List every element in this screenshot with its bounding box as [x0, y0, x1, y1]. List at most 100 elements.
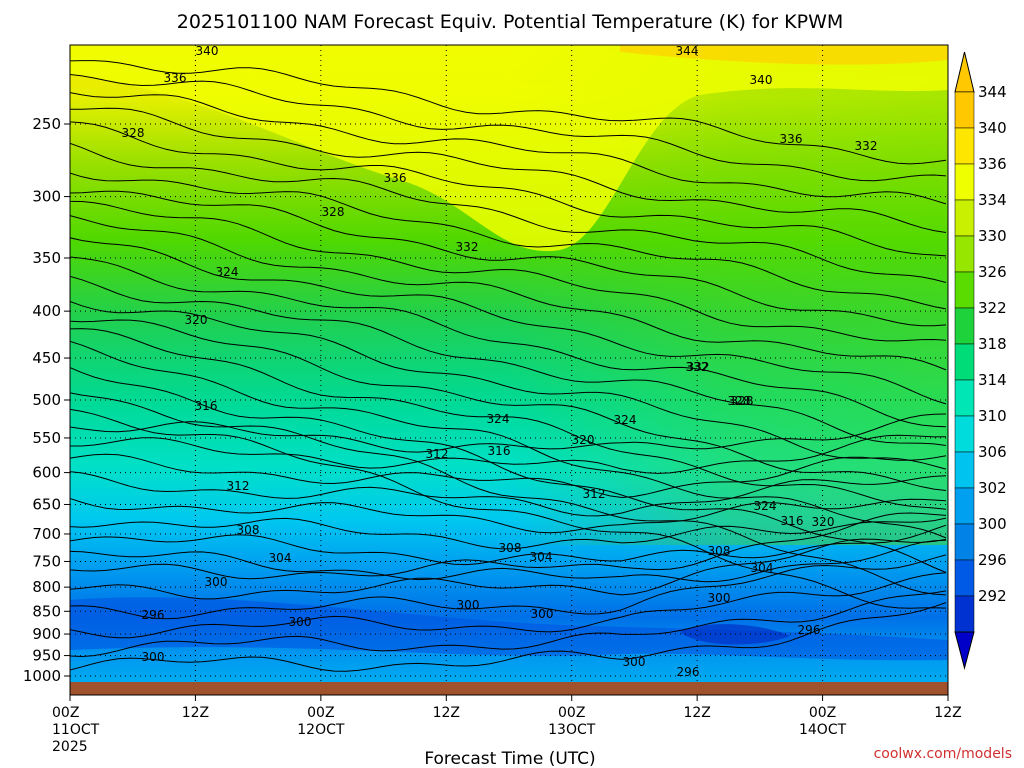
- contour-label: 344: [676, 44, 699, 58]
- contour-line: [70, 190, 947, 327]
- contour-line: [70, 512, 947, 580]
- plot-area: 340 336 328 328 324 320 316 312 308 304 300 296 300 3…: [70, 44, 948, 695]
- hot-spot-top-right: [620, 45, 948, 65]
- y-axis: 250 300 350 400 450 500 550 600 650 700 750 800 850 9…: [23, 115, 70, 685]
- contour-label: 296: [677, 665, 700, 679]
- contour-label: 300: [531, 607, 554, 621]
- contour-label: 328: [322, 205, 345, 219]
- contour-label: 300: [142, 650, 165, 664]
- contour-line: [70, 524, 947, 566]
- colorbar-segment: [954, 559, 975, 597]
- y-tick-label: 350: [32, 249, 61, 267]
- colorbar-segment: [954, 127, 975, 165]
- contour-labels: 340 336 328 328 324 320 316 312 308 304 300 296 300 3…: [122, 44, 878, 679]
- contour-label: 328: [122, 126, 145, 140]
- contour-label: 340: [750, 73, 773, 87]
- colorbar-segment: [954, 523, 975, 561]
- colorbar-top-arrow: [954, 51, 975, 93]
- contour-label: 320: [572, 433, 595, 447]
- colorbar-label: 302: [978, 479, 1007, 497]
- chart-title: 2025101100 NAM Forecast Equiv. Potential…: [177, 11, 844, 33]
- x-tick-label: 12Z: [433, 705, 460, 721]
- contour-line: [70, 367, 947, 573]
- contour-line: [70, 142, 947, 283]
- y-tick-label: 450: [32, 349, 61, 367]
- contour-label: 304: [530, 550, 553, 564]
- colorbar-segment: [954, 343, 975, 381]
- contour-label: 300: [708, 591, 731, 605]
- contour-line: [70, 392, 947, 596]
- x-tick-label: 2025: [52, 739, 88, 755]
- contour-label: 320: [185, 313, 208, 327]
- contour-line: [70, 413, 947, 453]
- contour-label: 308: [708, 544, 731, 558]
- contour-line: [70, 301, 947, 470]
- contour-label: 324: [216, 265, 239, 279]
- contour-line: [70, 319, 947, 491]
- contour-line: [70, 408, 947, 609]
- colorbar-segment: [954, 163, 975, 201]
- x-tick-label: 12Z: [934, 705, 961, 721]
- x-tick-label: 00Z: [52, 705, 79, 721]
- colorbar-label: 292: [978, 587, 1007, 605]
- colorbar-segment: [954, 487, 975, 525]
- contour-line: [70, 471, 947, 517]
- colorbar-segment: [954, 91, 975, 129]
- contour-line: [70, 602, 947, 672]
- colorbar-segment: [954, 595, 975, 633]
- y-tick-label: 250: [32, 115, 61, 133]
- colorbar-segment: [954, 415, 975, 453]
- colorbar-label: 314: [978, 371, 1007, 389]
- x-tick-label: 12Z: [683, 705, 710, 721]
- contour-label: 296: [142, 608, 165, 622]
- contour-line: [70, 256, 947, 428]
- x-tick-label: 11OCT: [52, 722, 100, 738]
- colorbar-segment: [954, 307, 975, 345]
- y-tick-label: 550: [32, 429, 61, 447]
- contour-label: 332: [855, 139, 878, 153]
- contour-label: 324: [487, 412, 510, 426]
- warm-region-top: [70, 45, 948, 252]
- contour-label: 332: [687, 360, 710, 374]
- x-axis-label: Forecast Time (UTC): [424, 749, 595, 768]
- colorbar-segment: [954, 379, 975, 417]
- x-tick-label: 12Z: [182, 705, 209, 721]
- contour-label: 316: [781, 514, 804, 528]
- y-tick-label: 750: [32, 552, 61, 570]
- colorbar-bottom-arrow: [954, 631, 975, 670]
- contour-label: 300: [457, 598, 480, 612]
- plot-border: [69, 44, 949, 696]
- contour-label: 320: [812, 515, 835, 529]
- contour-label: 328: [728, 394, 751, 408]
- contour-line: [70, 590, 947, 658]
- contour-line: [70, 172, 947, 310]
- contour-label: 336: [384, 171, 407, 185]
- contour-line: [70, 538, 947, 600]
- colorbar-segment: [954, 199, 975, 237]
- contour-line: [70, 434, 947, 474]
- y-tick-label: 700: [32, 525, 61, 543]
- y-tick-label: 400: [32, 302, 61, 320]
- contour-label: 324: [754, 499, 777, 513]
- contour-label: 336: [780, 132, 803, 146]
- contour-line: [70, 275, 947, 446]
- contour-label: 296: [798, 623, 821, 637]
- x-tick-label: 12OCT: [297, 722, 345, 738]
- colorbar-label: 340: [978, 119, 1007, 137]
- x-tick-label: 00Z: [809, 705, 836, 721]
- contour-line: [70, 200, 947, 342]
- contour-line: [70, 92, 947, 205]
- colorbar-label: 318: [978, 335, 1007, 353]
- contour-label: 300: [205, 575, 228, 589]
- colorbar-label: 322: [978, 299, 1007, 317]
- colorbar-label: 296: [978, 551, 1007, 569]
- contour-label: 304: [751, 561, 774, 575]
- colorbar-label: 310: [978, 407, 1007, 425]
- colorbar-label: 336: [978, 155, 1007, 173]
- colorbar-label: 326: [978, 263, 1007, 281]
- x-tick-label: 13OCT: [548, 722, 596, 738]
- colorbar-label: 330: [978, 227, 1007, 245]
- y-tick-label: 1000: [23, 667, 61, 685]
